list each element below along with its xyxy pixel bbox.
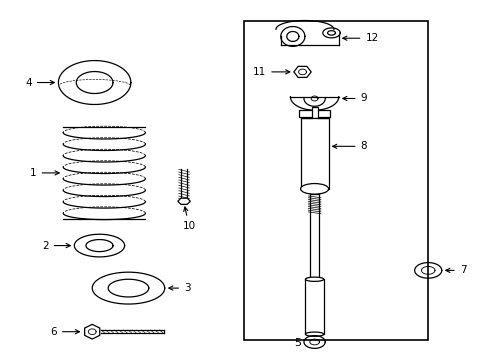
Text: 12: 12: [342, 33, 378, 43]
Text: 8: 8: [332, 141, 366, 151]
Ellipse shape: [305, 332, 323, 336]
Polygon shape: [293, 66, 310, 77]
Bar: [298, 110, 329, 117]
Text: 1: 1: [30, 168, 59, 178]
Text: 5: 5: [294, 338, 301, 348]
Bar: [305, 279, 323, 334]
Ellipse shape: [300, 184, 328, 194]
Bar: [244, 21, 427, 339]
Bar: [300, 118, 328, 189]
Bar: [311, 107, 317, 118]
Text: 10: 10: [182, 207, 195, 231]
Ellipse shape: [305, 277, 323, 282]
Text: 3: 3: [168, 283, 190, 293]
Text: 11: 11: [252, 67, 289, 77]
Text: 2: 2: [42, 240, 70, 251]
Polygon shape: [178, 198, 190, 204]
Text: 4: 4: [25, 77, 54, 87]
Polygon shape: [84, 324, 100, 339]
Text: 6: 6: [50, 327, 80, 337]
Text: 9: 9: [342, 94, 366, 103]
Text: 7: 7: [445, 265, 465, 275]
